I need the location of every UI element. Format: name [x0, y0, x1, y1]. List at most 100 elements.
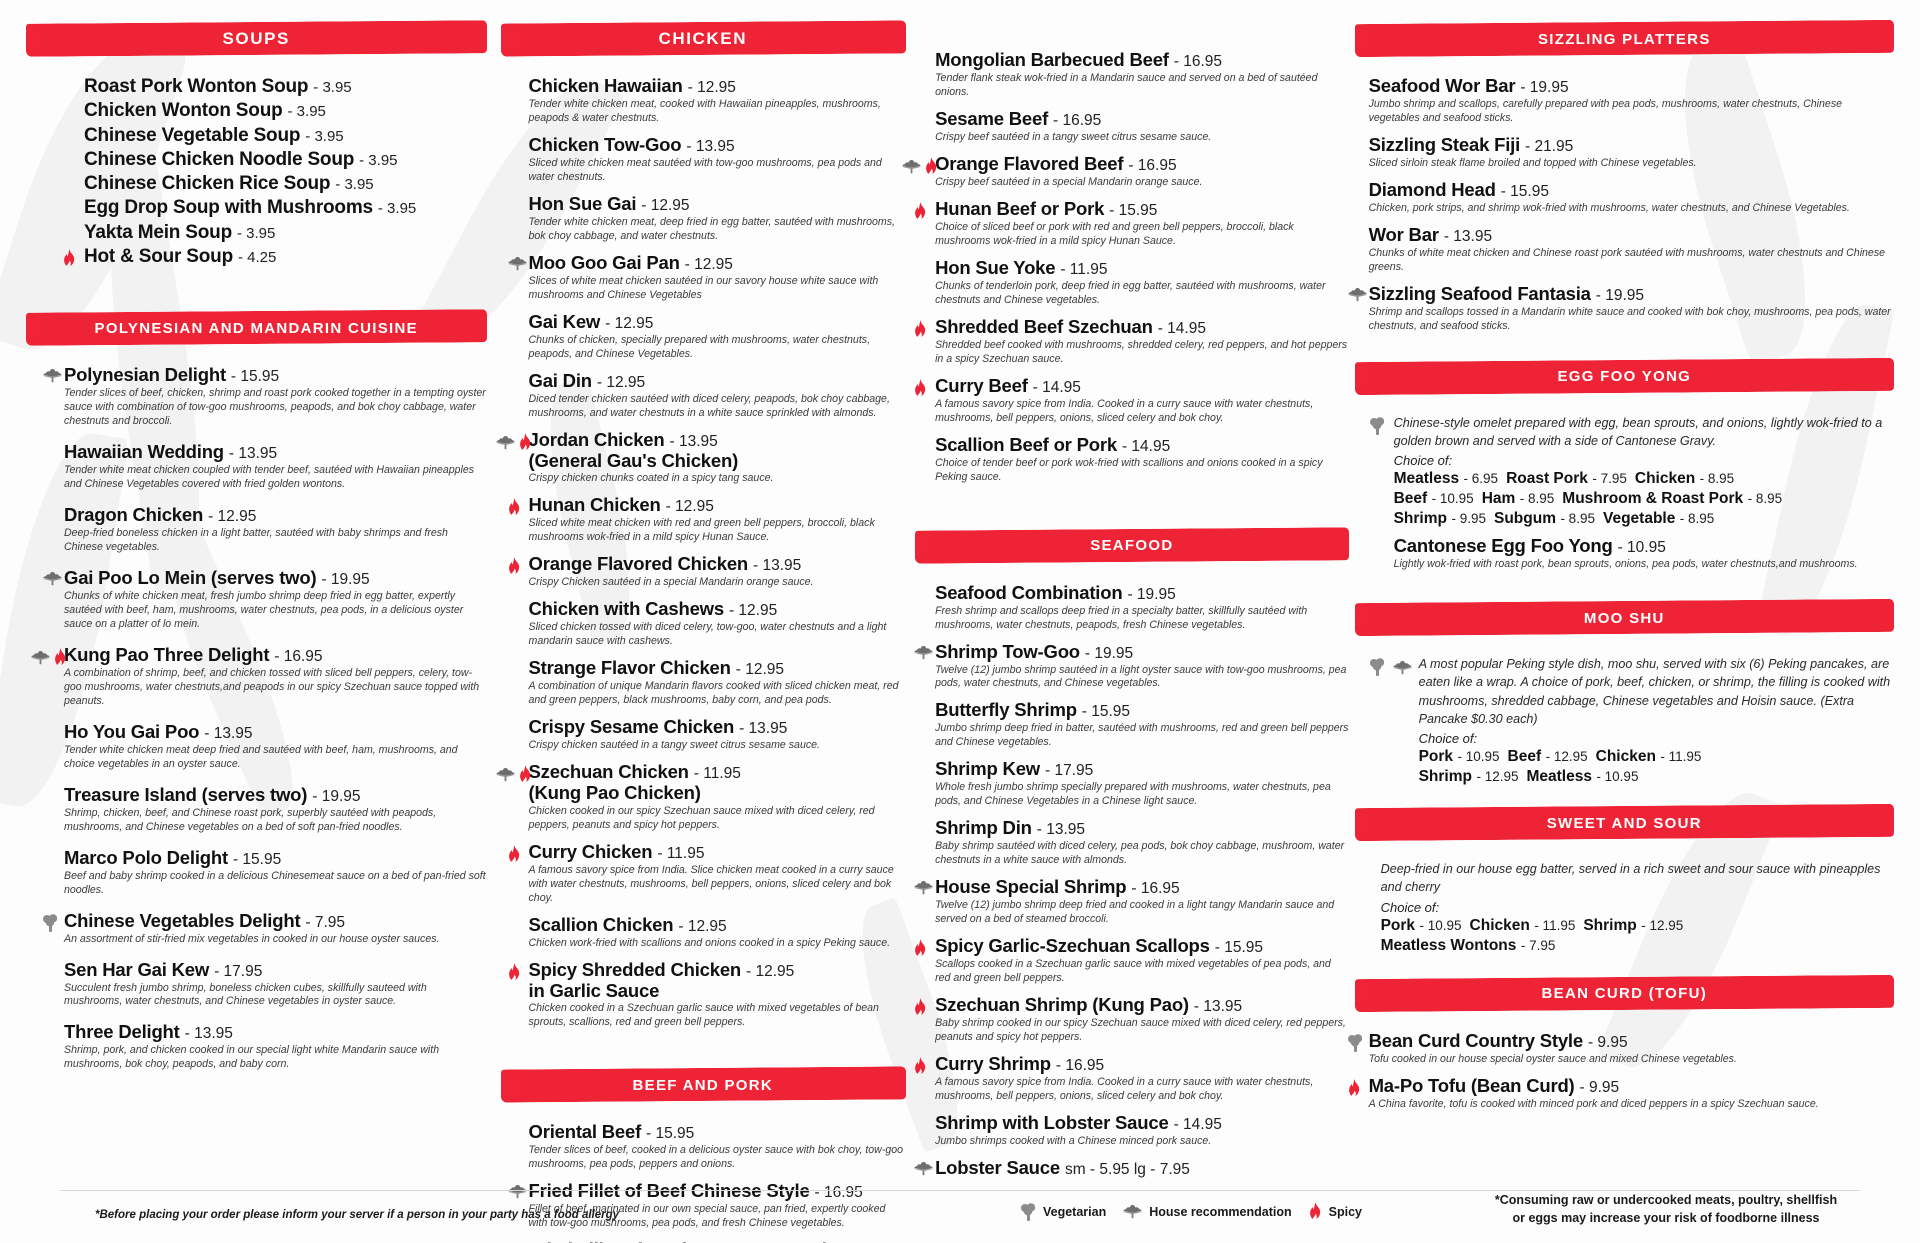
- choice-option[interactable]: Chicken - 8.95: [1635, 470, 1734, 488]
- menu-item[interactable]: Chicken Wonton Soup - 3.95: [84, 100, 487, 121]
- menu-item[interactable]: Diamond Head - 15.95 Chicken, pork strips,…: [1369, 179, 1894, 216]
- menu-item[interactable]: Hawaiian Wedding - 13.95 Tender white meat…: [64, 441, 487, 492]
- choice-option[interactable]: Pork - 10.95: [1419, 748, 1500, 766]
- menu-item[interactable]: Oriental Beef - 15.95 Tender slices of bee…: [529, 1122, 906, 1172]
- menu-item[interactable]: Spicy Garlic-Szechuan Scallops - 15.95 Sca…: [915, 935, 1349, 986]
- menu-item[interactable]: Szechuan Shrimp (Kung Pao) - 13.95 Baby sh…: [915, 994, 1349, 1045]
- menu-item[interactable]: Jordan Chicken - 13.95 (General Gau's Chic…: [495, 429, 906, 487]
- menu-item[interactable]: Kung Pao Three Delight - 16.95 A combinati…: [31, 644, 487, 709]
- menu-item[interactable]: Lobster Sauce sm - 5.95 lg - 7.95: [914, 1157, 1349, 1179]
- broccoli-icon: [1369, 658, 1386, 677]
- choice-option[interactable]: Vegetable - 8.95: [1603, 510, 1714, 528]
- menu-item[interactable]: Chicken with Cashews - 12.95 Sliced chicke…: [529, 598, 906, 649]
- menu-item[interactable]: Curry Shrimp - 16.95 A famous savory spice…: [915, 1053, 1349, 1104]
- menu-item[interactable]: Curry Beef - 14.95 A famous savory spice f…: [915, 375, 1349, 426]
- choice-option[interactable]: Pork - 10.95: [1381, 917, 1462, 935]
- menu-item[interactable]: Chinese Vegetable Soup - 3.95: [84, 125, 487, 146]
- sweet-and-sour-choices: Pork - 10.95 Chicken - 11.95 Shrimp - 12.9…: [1381, 917, 1894, 955]
- menu-item[interactable]: Ma-Po Tofu (Bean Curd) - 9.95 A China favo…: [1348, 1075, 1894, 1112]
- item-price: - 13.95: [686, 137, 735, 155]
- menu-item[interactable]: Butterfly Shrimp - 15.95 Jumbo shrimp deep…: [935, 700, 1349, 750]
- item-name: Hunan Beef or Pork: [935, 197, 1105, 219]
- item-name: Sizzling Seafood Fantasia: [1368, 282, 1591, 304]
- menu-item[interactable]: Hon Sue Gai - 12.95 Tender white chicken m…: [529, 193, 906, 244]
- choice-option[interactable]: Shrimp - 9.95: [1394, 510, 1486, 528]
- choice-option[interactable]: Shrimp - 12.95: [1583, 917, 1683, 935]
- menu-item[interactable]: Seafood Combination - 19.95 Fresh shrimp a…: [935, 582, 1349, 633]
- menu-item[interactable]: Shrimp with Lobster Sauce - 14.95 Jumbo sh…: [935, 1112, 1349, 1149]
- menu-item[interactable]: Shrimp Tow-Goo - 19.95 Twelve (12) jumbo s…: [914, 641, 1349, 692]
- menu-item[interactable]: Chinese Chicken Noodle Soup - 3.95: [84, 149, 487, 170]
- menu-item[interactable]: Hot & Sour Soup - 4.25: [64, 245, 487, 267]
- menu-item[interactable]: Seafood Wor Bar - 19.95 Jumbo shrimp and s…: [1369, 75, 1894, 126]
- menu-item[interactable]: Marco Polo Delight - 15.95 Beef and baby s…: [64, 847, 487, 898]
- item-icons: [913, 319, 928, 339]
- item-name: Gai Poo Lo Mein (serves two): [64, 566, 317, 588]
- menu-item[interactable]: Yakta Mein Soup - 3.95: [84, 222, 487, 243]
- menu-item[interactable]: Ho You Gai Poo - 13.95 Tender white chicke…: [64, 721, 487, 772]
- item-name: Curry Chicken: [528, 840, 653, 862]
- choice-option[interactable]: Beef - 12.95: [1508, 748, 1588, 766]
- menu-item[interactable]: Polynesian Delight - 15.95 Tender slices o…: [43, 364, 487, 429]
- menu-item[interactable]: Sizzling Steak Fiji - 21.95 Sliced sirloin…: [1369, 134, 1894, 171]
- menu-item[interactable]: Three Delight - 13.95 Shrimp, pork, and ch…: [64, 1022, 487, 1072]
- menu-item[interactable]: Szechuan Chicken - 11.95 (Kung Pao Chicken…: [495, 761, 906, 833]
- menu-item[interactable]: Wor Bar - 13.95 Chunks of white meat chick…: [1369, 224, 1894, 275]
- item-icons: [901, 156, 939, 176]
- item-name: Dragon Chicken: [64, 503, 204, 525]
- choice-option[interactable]: Meatless - 6.95: [1394, 470, 1498, 488]
- menu-item[interactable]: Moo Goo Gai Pan - 12.95 Slices of white me…: [507, 252, 906, 303]
- menu-item[interactable]: Shrimp Din - 13.95 Baby shrimp sautéed wit…: [935, 818, 1349, 868]
- choice-option[interactable]: Chicken - 11.95: [1596, 748, 1702, 766]
- choice-option[interactable]: Subgum - 8.95: [1494, 510, 1595, 528]
- menu-item[interactable]: Strange Flavor Chicken - 12.95 A combinati…: [529, 657, 906, 708]
- menu-item[interactable]: Hunan Beef or Pork - 15.95 Choice of slice…: [915, 197, 1349, 249]
- menu-item[interactable]: Hon Sue Yoke - 11.95 Chunks of tenderloin …: [935, 257, 1349, 308]
- choice-option[interactable]: Beef - 10.95: [1394, 490, 1474, 508]
- menu-item[interactable]: Chinese Chicken Rice Soup - 3.95: [84, 173, 487, 194]
- menu-item[interactable]: House Special Shrimp - 16.95 Twelve (12) j…: [914, 877, 1349, 927]
- item-description: Shredded beef cooked with mushrooms, shr…: [935, 338, 1348, 365]
- menu-item[interactable]: Orange Flavored Beef - 16.95 Crispy beef s…: [902, 153, 1349, 190]
- menu-item[interactable]: Gai Poo Lo Mein (serves two) - 19.95 Chunk…: [43, 566, 487, 632]
- menu-item[interactable]: Fried Fillet of Beef Chinese Style - 16.9…: [507, 1180, 906, 1231]
- menu-item[interactable]: Treasure Island (serves two) - 19.95 Shrim…: [64, 784, 487, 835]
- house-recommendation-icon: [901, 159, 922, 174]
- menu-item[interactable]: Chinese Vegetables Delight - 7.95 An assor…: [43, 910, 487, 947]
- menu-item[interactable]: Shredded Beef Szechuan - 14.95 Shredded be…: [915, 316, 1349, 367]
- menu-item[interactable]: Chicken Hawaiian - 12.95 Tender white chic…: [529, 75, 906, 126]
- menu-item[interactable]: Bean Curd Country Style - 9.95 Tofu cooked…: [1347, 1030, 1894, 1067]
- menu-item[interactable]: Spicy Shredded Chicken - 12.95 in Garlic S…: [508, 959, 906, 1031]
- menu-item[interactable]: Gai Din - 12.95 Diced tender chicken sauté…: [528, 370, 906, 421]
- choice-option[interactable]: Roast Pork - 7.95: [1506, 470, 1627, 488]
- item-price: - 12.95: [641, 196, 690, 214]
- menu-item[interactable]: Scallion Chicken - 12.95 Chicken work-frie…: [529, 914, 906, 951]
- menu-item[interactable]: Gai Kew - 12.95 Chunks of chicken, special…: [529, 311, 906, 362]
- menu-item[interactable]: Cantonese Egg Foo Yong - 10.95 Lightly w…: [1394, 536, 1894, 572]
- menu-item[interactable]: Hunan Chicken - 12.95 Sliced white meat ch…: [508, 495, 906, 545]
- menu-item[interactable]: Sesame Beef - 16.95 Crispy beef sautéed in…: [935, 108, 1349, 145]
- choice-option[interactable]: Meatless - 10.95: [1526, 768, 1638, 786]
- choice-option[interactable]: Shrimp - 12.95: [1419, 768, 1519, 786]
- menu-item[interactable]: Chicken Tow-Goo - 13.95 Sliced white chick…: [528, 133, 906, 185]
- choice-option[interactable]: Chicken - 11.95: [1470, 917, 1576, 935]
- menu-item[interactable]: Scallion Beef or Pork - 14.95 Choice of te…: [935, 434, 1349, 485]
- menu-item[interactable]: Curry Chicken - 11.95 A famous savory spic…: [508, 840, 906, 906]
- menu-item[interactable]: Sen Har Gai Kew - 17.95 Succulent fresh ju…: [64, 959, 487, 1010]
- menu-item[interactable]: Orange Flavored Chicken - 13.95 Crispy Chi…: [508, 554, 906, 590]
- menu-item[interactable]: Egg Drop Soup with Mushrooms - 3.95: [84, 197, 487, 218]
- menu-item[interactable]: Mongolian Barbecued Beef - 16.95 Tender fl…: [935, 49, 1349, 100]
- item-name: Hot & Sour Soup: [84, 245, 233, 267]
- choice-price: - 10.95: [1419, 917, 1462, 933]
- menu-item[interactable]: Dragon Chicken - 12.95 Deep-fried boneless…: [64, 503, 487, 555]
- choice-option[interactable]: Ham - 8.95: [1482, 490, 1555, 508]
- menu-item[interactable]: Roast Pork Wonton Soup - 3.95: [84, 76, 487, 97]
- menu-item[interactable]: Sizzling Seafood Fantasia - 19.95 Shrimp a…: [1347, 282, 1894, 334]
- item-name: Chicken Tow-Goo: [528, 133, 682, 155]
- menu-item[interactable]: Fried Fillet of Beef Hong Kong Style- 16…: [529, 1239, 906, 1243]
- choice-option[interactable]: Mushroom & Roast Pork - 8.95: [1562, 490, 1782, 508]
- choice-option[interactable]: Meatless Wontons - 7.95: [1381, 937, 1556, 955]
- item-description: Diced tender chicken sautéed with diced …: [528, 392, 890, 419]
- menu-item[interactable]: Shrimp Kew - 17.95 Whole fresh jumbo shrim…: [935, 759, 1349, 809]
- menu-item[interactable]: Crispy Sesame Chicken - 13.95 Crispy chick…: [529, 716, 906, 753]
